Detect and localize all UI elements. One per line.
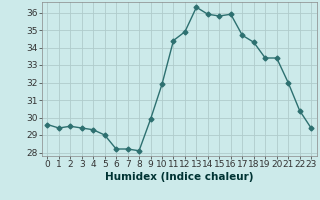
X-axis label: Humidex (Indice chaleur): Humidex (Indice chaleur) xyxy=(105,172,253,182)
